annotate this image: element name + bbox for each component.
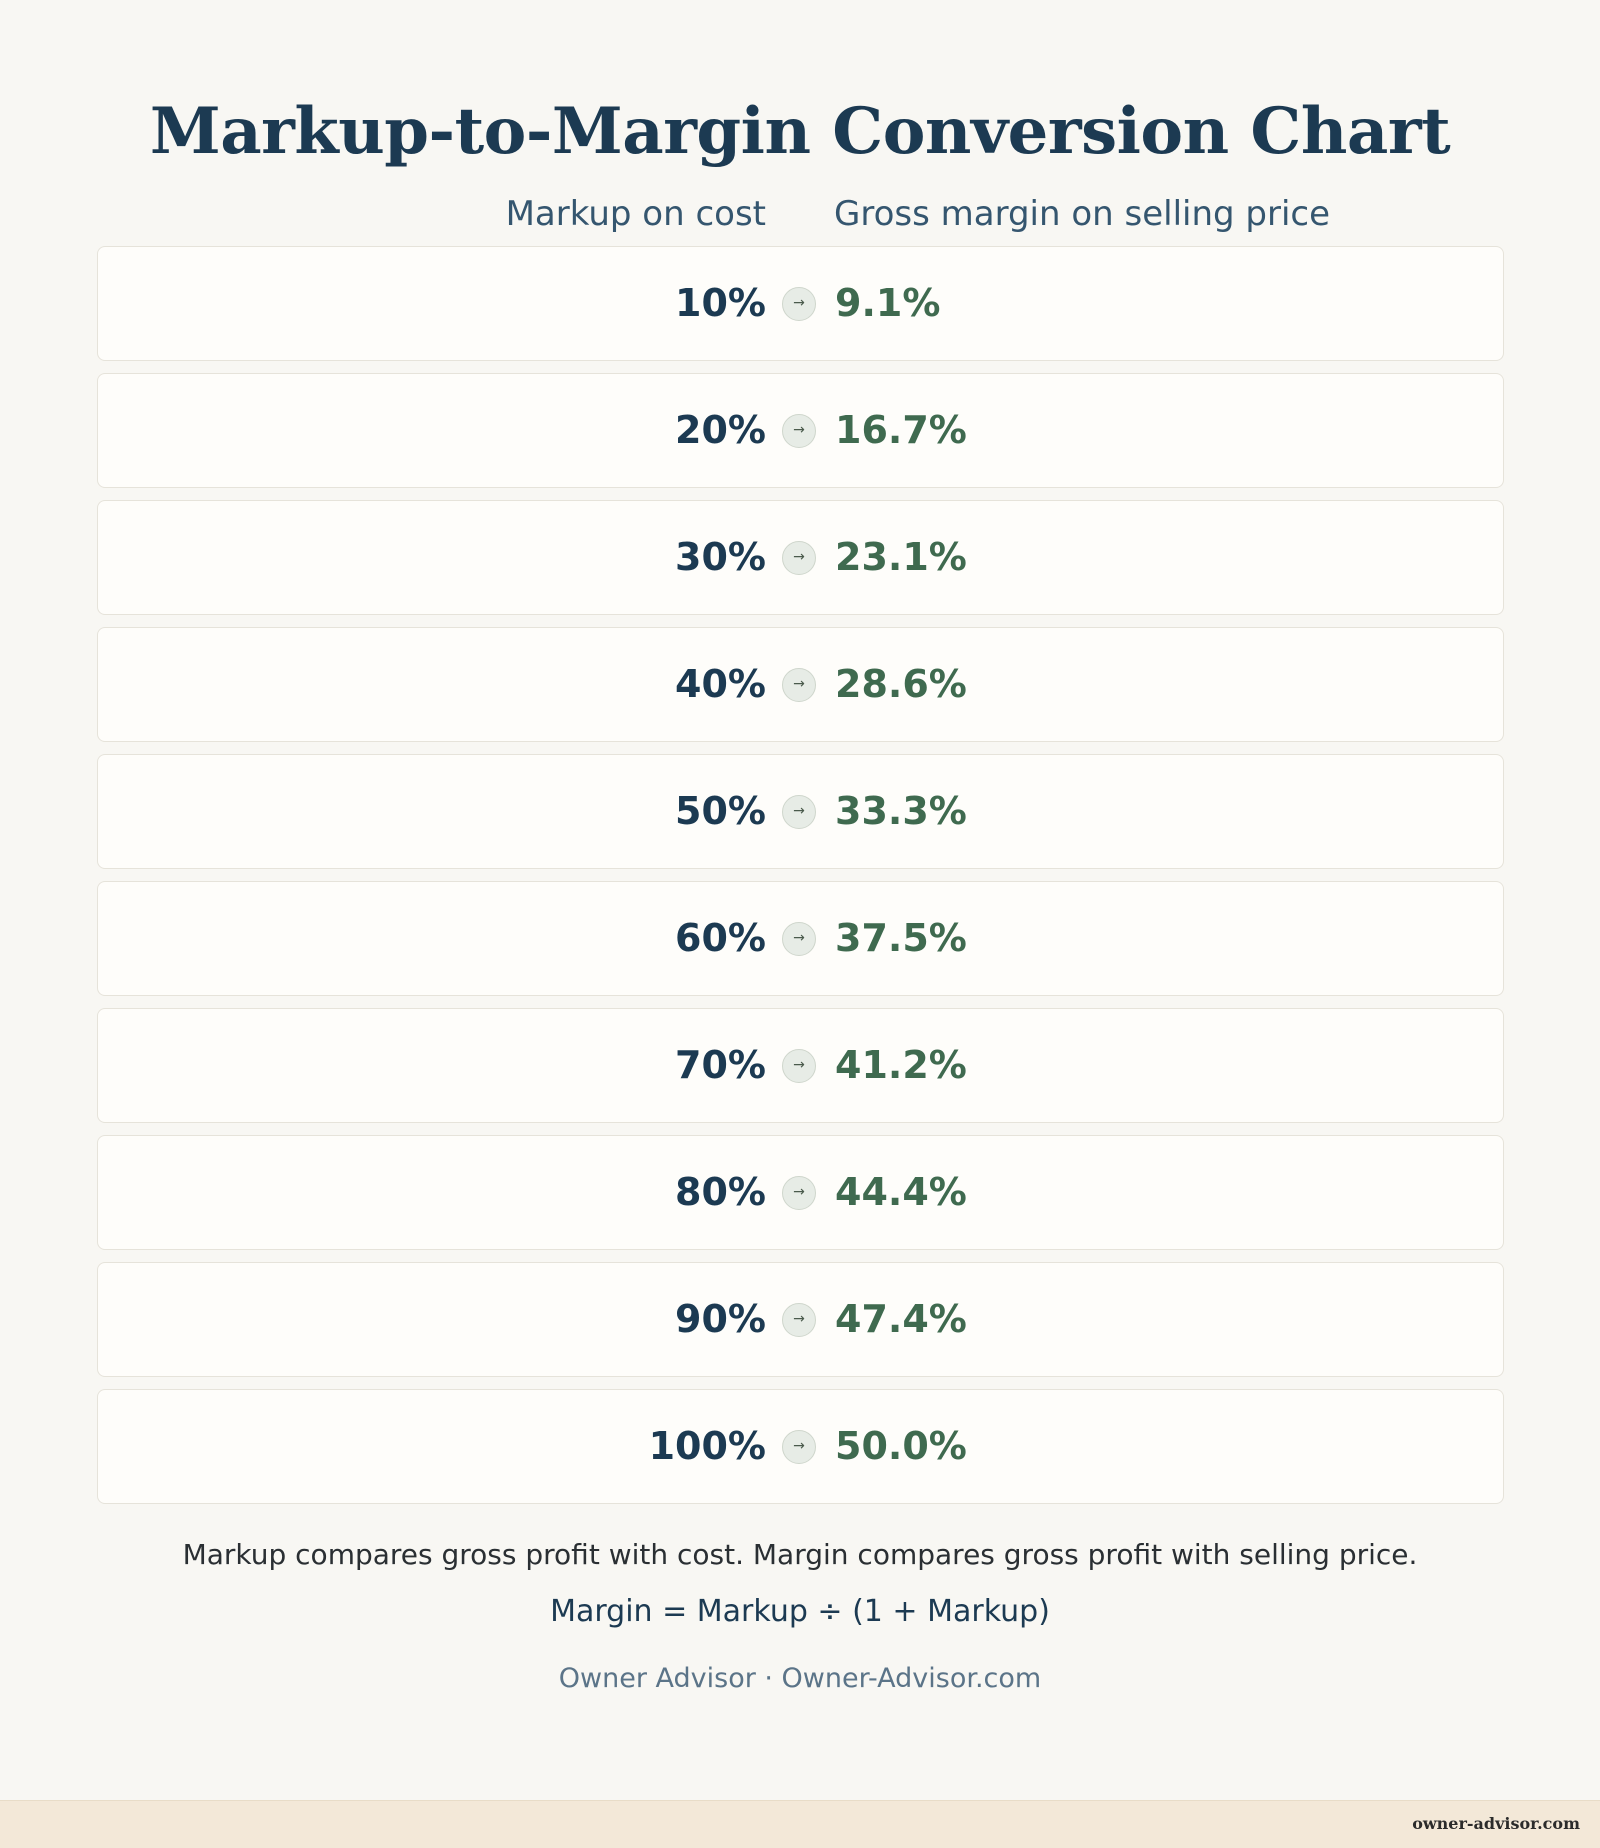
margin-value: 23.1% [835, 535, 967, 579]
table-row: 60% → 37.5% [97, 881, 1504, 996]
conversion-table: 10% → 9.1% 20% → 16.7% 30% → 23.1% 40% →… [97, 246, 1504, 1516]
margin-value: 33.3% [835, 789, 967, 833]
margin-value: 28.6% [835, 662, 967, 706]
footer-site-label: owner-advisor.com [1412, 1814, 1580, 1833]
arrow-right-icon: → [782, 668, 816, 702]
arrow-right-icon: → [782, 922, 816, 956]
margin-value: 47.4% [835, 1297, 967, 1341]
arrow-right-icon: → [782, 1049, 816, 1083]
markup-column-header: Markup on cost [505, 194, 766, 234]
markup-value: 60% [675, 916, 766, 960]
margin-value: 44.4% [835, 1170, 967, 1214]
table-row: 70% → 41.2% [97, 1008, 1504, 1123]
markup-value: 40% [675, 662, 766, 706]
markup-value: 90% [675, 1297, 766, 1341]
arrow-right-icon: → [782, 1303, 816, 1337]
table-row: 40% → 28.6% [97, 627, 1504, 742]
arrow-right-icon: → [782, 1176, 816, 1210]
table-row: 90% → 47.4% [97, 1262, 1504, 1377]
column-headers: Markup on cost Gross margin on selling p… [0, 188, 1600, 240]
explanation-note: Markup compares gross profit with cost. … [182, 1538, 1418, 1571]
margin-formula: Margin = Markup ÷ (1 + Markup) [550, 1594, 1050, 1629]
markup-value: 20% [675, 408, 766, 452]
margin-value: 16.7% [835, 408, 967, 452]
footer-bar: owner-advisor.com [0, 1800, 1600, 1848]
margin-value: 37.5% [835, 916, 967, 960]
markup-value: 50% [675, 789, 766, 833]
markup-value: 70% [675, 1043, 766, 1087]
table-row: 10% → 9.1% [97, 246, 1504, 361]
margin-column-header: Gross margin on selling price [834, 194, 1331, 234]
margin-value: 41.2% [835, 1043, 967, 1087]
table-row: 100% → 50.0% [97, 1389, 1504, 1504]
arrow-right-icon: → [782, 541, 816, 575]
table-row: 80% → 44.4% [97, 1135, 1504, 1250]
page: Markup-to-Margin Conversion Chart Markup… [0, 94, 1600, 1694]
arrow-right-icon: → [782, 1430, 816, 1464]
margin-value: 9.1% [835, 281, 941, 325]
margin-value: 50.0% [835, 1424, 967, 1468]
table-row: 30% → 23.1% [97, 500, 1504, 615]
markup-value: 10% [675, 281, 766, 325]
markup-value: 80% [675, 1170, 766, 1214]
arrow-right-icon: → [782, 287, 816, 321]
arrow-right-icon: → [782, 414, 816, 448]
table-row: 20% → 16.7% [97, 373, 1504, 488]
markup-value: 30% [675, 535, 766, 579]
table-row: 50% → 33.3% [97, 754, 1504, 869]
source-credit: Owner Advisor · Owner-Advisor.com [558, 1663, 1042, 1694]
page-title: Markup-to-Margin Conversion Chart [149, 94, 1451, 169]
arrow-right-icon: → [782, 795, 816, 829]
markup-value: 100% [648, 1424, 766, 1468]
